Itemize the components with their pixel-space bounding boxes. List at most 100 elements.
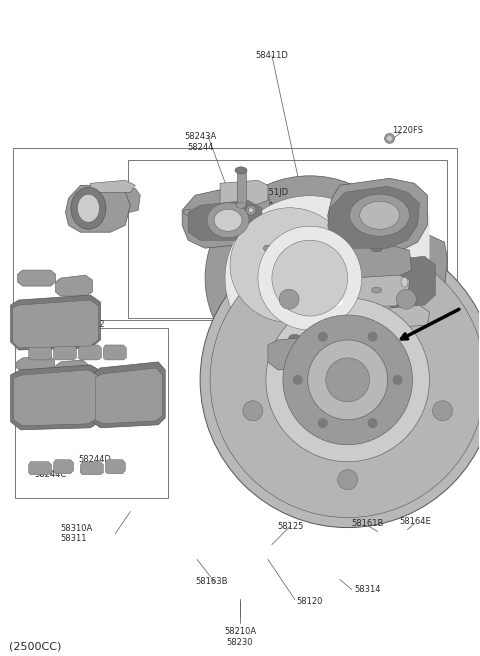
Text: 1220FS: 1220FS <box>393 126 423 135</box>
Ellipse shape <box>315 291 355 313</box>
Polygon shape <box>54 460 73 474</box>
Ellipse shape <box>249 208 253 213</box>
Circle shape <box>279 289 299 309</box>
Ellipse shape <box>285 306 317 318</box>
Polygon shape <box>93 362 165 428</box>
Circle shape <box>338 470 358 489</box>
Circle shape <box>432 401 453 420</box>
Text: 58161B: 58161B <box>268 383 300 392</box>
Polygon shape <box>17 356 55 372</box>
Text: 58302: 58302 <box>78 320 105 329</box>
Polygon shape <box>370 236 447 320</box>
Bar <box>290 338 300 383</box>
Ellipse shape <box>236 202 246 208</box>
Ellipse shape <box>205 176 415 380</box>
Polygon shape <box>119 188 140 213</box>
Circle shape <box>368 418 378 428</box>
Polygon shape <box>330 245 411 278</box>
Circle shape <box>283 315 412 445</box>
Polygon shape <box>90 180 135 192</box>
Polygon shape <box>96 368 162 424</box>
Polygon shape <box>328 178 428 255</box>
Circle shape <box>318 418 328 428</box>
Text: 58244C: 58244C <box>35 383 67 392</box>
Polygon shape <box>188 200 262 240</box>
Ellipse shape <box>289 335 301 342</box>
Ellipse shape <box>321 295 348 309</box>
Bar <box>285 272 317 312</box>
Ellipse shape <box>225 195 395 360</box>
Ellipse shape <box>206 230 214 235</box>
Polygon shape <box>338 275 409 306</box>
Text: 58233: 58233 <box>330 442 356 451</box>
Polygon shape <box>328 186 420 248</box>
Ellipse shape <box>398 273 411 291</box>
Ellipse shape <box>371 245 383 252</box>
Text: 58244C: 58244C <box>35 470 67 479</box>
Circle shape <box>272 240 348 316</box>
Bar <box>12 148 457 320</box>
Circle shape <box>396 289 416 309</box>
Bar <box>128 160 447 318</box>
Polygon shape <box>11 365 102 430</box>
Polygon shape <box>11 295 100 350</box>
Text: 58310A
58311: 58310A 58311 <box>60 524 93 543</box>
Polygon shape <box>106 460 125 474</box>
Text: 58164E: 58164E <box>399 517 432 526</box>
Ellipse shape <box>230 208 350 323</box>
Ellipse shape <box>235 167 247 174</box>
Polygon shape <box>12 300 98 348</box>
Polygon shape <box>29 462 51 475</box>
Polygon shape <box>78 345 101 360</box>
Circle shape <box>308 340 387 420</box>
Polygon shape <box>220 180 268 205</box>
Polygon shape <box>65 185 130 232</box>
Ellipse shape <box>287 268 315 276</box>
Polygon shape <box>358 205 430 360</box>
Text: 58314: 58314 <box>355 585 381 594</box>
Polygon shape <box>378 305 430 328</box>
Polygon shape <box>56 360 88 378</box>
Text: 1351JD: 1351JD <box>258 188 288 197</box>
Polygon shape <box>268 335 338 370</box>
Ellipse shape <box>246 205 256 215</box>
Polygon shape <box>182 185 270 248</box>
Text: 51711: 51711 <box>248 202 275 211</box>
Polygon shape <box>13 370 98 426</box>
Ellipse shape <box>264 245 273 251</box>
Text: 58120: 58120 <box>297 598 323 606</box>
Circle shape <box>243 401 263 420</box>
Text: 58210A
58230: 58210A 58230 <box>224 627 256 647</box>
Ellipse shape <box>318 367 329 382</box>
Ellipse shape <box>290 380 300 386</box>
Circle shape <box>318 332 328 342</box>
Bar <box>372 248 382 290</box>
Bar <box>237 171 246 205</box>
Polygon shape <box>330 204 344 216</box>
Ellipse shape <box>384 133 395 144</box>
Circle shape <box>210 242 480 518</box>
Ellipse shape <box>207 203 249 237</box>
Text: 58244D: 58244D <box>35 365 68 375</box>
Text: 58164E: 58164E <box>278 365 310 375</box>
Text: 58411D: 58411D <box>255 51 288 60</box>
Circle shape <box>368 332 378 342</box>
Ellipse shape <box>77 194 99 222</box>
Ellipse shape <box>350 194 409 236</box>
Ellipse shape <box>360 201 399 229</box>
Circle shape <box>200 232 480 527</box>
Bar <box>15 328 168 498</box>
Circle shape <box>393 375 403 385</box>
Ellipse shape <box>372 287 382 293</box>
Polygon shape <box>56 275 93 296</box>
Polygon shape <box>103 345 126 360</box>
Ellipse shape <box>387 136 392 141</box>
Polygon shape <box>81 462 103 475</box>
Circle shape <box>326 358 370 402</box>
Text: (2500CC): (2500CC) <box>9 642 61 651</box>
Circle shape <box>293 375 303 385</box>
Circle shape <box>266 298 430 462</box>
Polygon shape <box>18 270 56 286</box>
Text: 58125: 58125 <box>277 522 303 531</box>
Ellipse shape <box>401 277 408 287</box>
